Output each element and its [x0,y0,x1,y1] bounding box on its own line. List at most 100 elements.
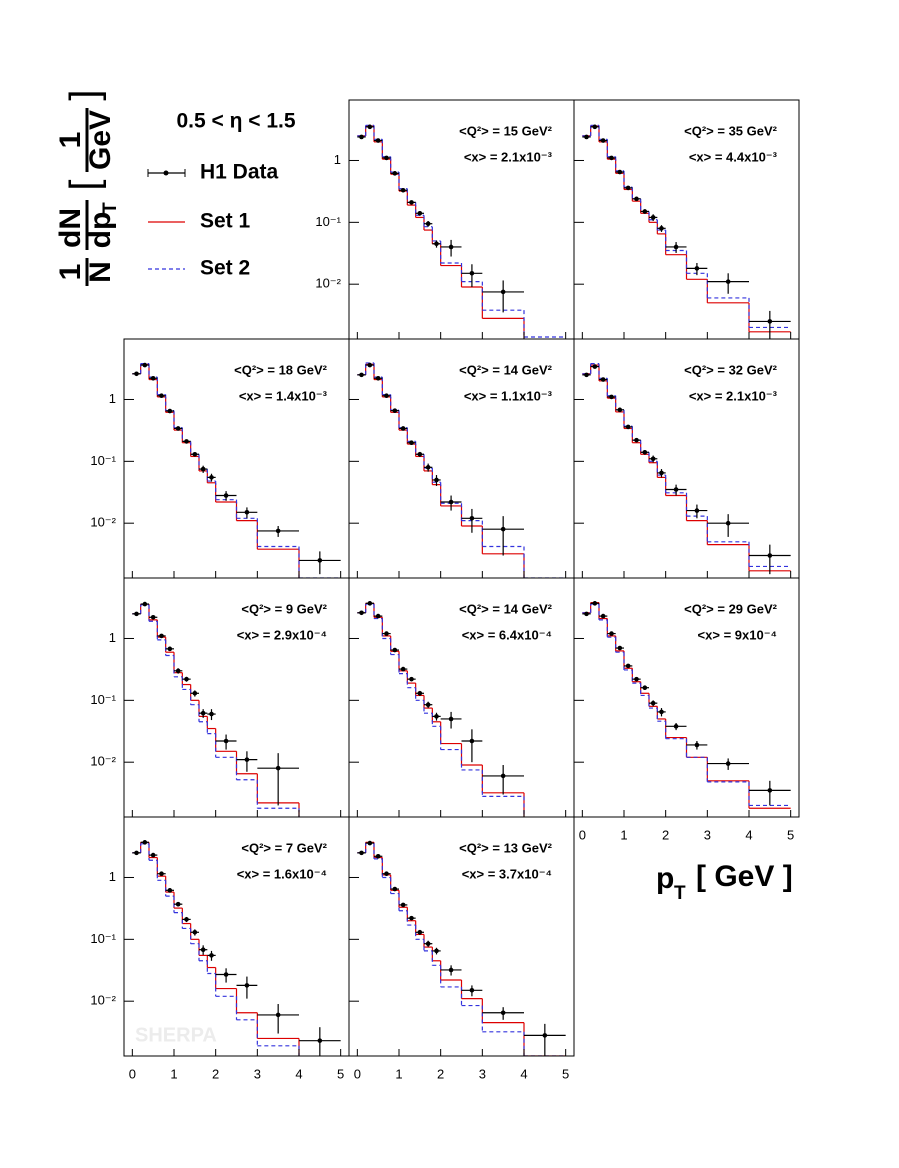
y-tick-label: 1 [109,391,116,406]
data-point [448,499,454,505]
data-point [584,134,589,140]
data-point [592,601,598,606]
data-point [175,901,181,907]
y-tick-label: 1 [109,630,116,645]
title: 0.5 < η < 1.5 [176,110,295,133]
legend-label: Set 1 [200,210,251,233]
y-tick-label: 10⁻² [90,515,116,530]
x-tick-label: 1 [170,1066,177,1081]
data-point [469,270,475,276]
data-point [209,711,214,717]
data-point [184,917,189,922]
data-point [409,440,414,446]
x-tick-label: 5 [562,1066,569,1081]
x-tick-label: 4 [295,1066,302,1081]
data-point [384,871,389,877]
data-point [634,437,639,443]
data-point [244,757,250,762]
data-point [375,138,381,143]
data-point [384,155,389,161]
data-point [184,439,189,444]
data-point [434,948,439,954]
data-point [192,690,198,696]
annotation: <Q²> = 7 GeV² [241,840,327,855]
data-point [200,466,206,472]
data-point [409,200,414,205]
y-label-part: T [100,202,121,214]
data-point [134,850,139,856]
y-tick-label: 10⁻¹ [90,931,116,946]
panel [582,601,791,809]
data-point [359,610,364,616]
panel [132,840,341,1056]
data-point [392,886,398,892]
data-point [200,947,206,952]
panel [357,840,566,1056]
annotation: <x> = 6.4x10⁻⁴ [462,627,552,642]
data-point [625,663,631,669]
data-point [642,209,648,214]
data-point [642,449,648,455]
data-point [600,377,606,382]
x-tick-label: 5 [787,827,794,842]
data-point [409,915,414,921]
x-axis-unit: [ GeV ] [696,860,793,893]
data-point [650,215,656,220]
annotation: <x> = 1.6x10⁻⁴ [237,866,327,881]
data-point [167,646,173,652]
panel [132,362,341,578]
data-point [359,134,364,140]
data-point [244,983,250,988]
watermark: SHERPA [135,1024,217,1046]
y-label-part: [ [63,179,107,190]
annotation: <Q²> = 32 GeV² [684,362,778,377]
data-point [725,279,731,284]
data-point [317,1038,323,1043]
data-point [223,493,229,498]
data-point [448,967,454,973]
annotation: <x> = 9x10⁻⁴ [698,627,777,642]
data-point [584,372,589,378]
y-label-part: 1 [54,264,87,281]
data-point [469,515,475,521]
y-tick-label: 1 [109,869,116,884]
data-point [275,765,281,771]
annotation: <Q²> = 14 GeV² [459,601,553,616]
data-point [209,953,214,958]
data-point [400,426,406,431]
legend-label: H1 Data [200,161,279,184]
data-point [500,773,506,779]
data-point [609,631,614,636]
annotation: <x> = 4.4x10⁻³ [689,149,778,164]
data-point [392,647,398,653]
annotation: <x> = 1.4x10⁻³ [239,388,328,403]
x-axis-label: p [656,862,674,895]
data-point [650,700,656,706]
data-point [625,185,631,191]
data-point [592,124,598,130]
data-point [367,124,373,130]
data-point [367,362,373,368]
data-point [448,716,454,722]
annotation: <Q²> = 35 GeV² [684,123,778,138]
panel [357,362,566,578]
x-tick-label: 4 [520,1066,527,1081]
x-tick-label: 2 [437,1066,444,1081]
data-point [650,456,656,462]
data-point [425,221,431,227]
data-point [367,840,373,846]
data-point [359,372,364,378]
data-point [275,1012,281,1018]
data-point [694,508,700,513]
y-label-part: dp [84,212,117,249]
x-axis-label-sub: T [674,883,686,904]
data-point [209,475,214,480]
data-point [425,941,431,947]
y-label-part: dN [54,208,87,248]
data-point [192,451,198,457]
data-point [500,1010,506,1016]
data-point [659,709,664,715]
data-point [469,738,475,744]
data-point [425,702,431,708]
y-axis-label: 1 N dN dp T [ 1 GeV ] [54,89,121,286]
